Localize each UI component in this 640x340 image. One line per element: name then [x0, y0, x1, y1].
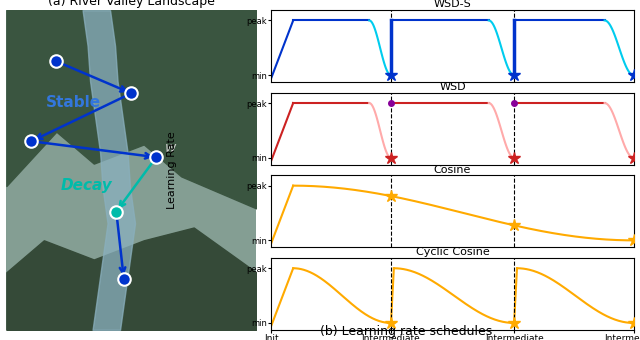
Text: $w$: $w$: [164, 141, 177, 155]
Title: Cosine: Cosine: [434, 165, 471, 175]
Title: (a) River Valley Landscape: (a) River Valley Landscape: [48, 0, 214, 7]
Title: WSD: WSD: [439, 82, 466, 92]
Text: Learning Rate: Learning Rate: [166, 131, 177, 209]
Text: (b) Learning rate schedules: (b) Learning rate schedules: [320, 325, 493, 338]
Text: Stable: Stable: [46, 96, 101, 110]
Text: Decay: Decay: [60, 178, 112, 193]
Title: Cyclic Cosine: Cyclic Cosine: [415, 247, 490, 257]
Title: WSD-S: WSD-S: [434, 0, 472, 10]
